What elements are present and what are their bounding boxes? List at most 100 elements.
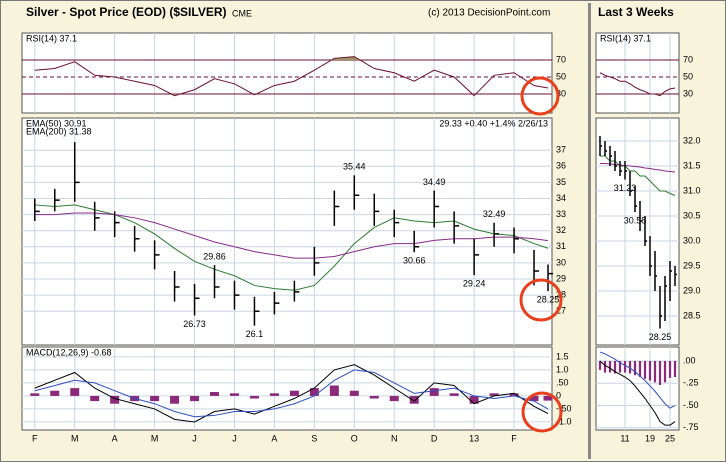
ohlc-bar xyxy=(213,265,220,299)
ohlc-bar xyxy=(353,175,360,210)
histogram-bar xyxy=(469,395,479,404)
y-tick-label: 29.0 xyxy=(683,285,701,295)
histogram-bar xyxy=(229,393,239,396)
histogram-bar xyxy=(30,393,40,396)
histogram-bar xyxy=(543,395,553,401)
y-tick-label: 31.5 xyxy=(683,160,701,170)
histogram-bar xyxy=(389,395,399,402)
histogram-bar xyxy=(489,393,499,396)
y-tick-label: -.75 xyxy=(683,422,699,432)
ohlc-bar xyxy=(614,151,617,171)
quote: 29.33 +0.40 +1.4% 2/26/13 xyxy=(439,118,548,128)
rsi-shade xyxy=(600,93,675,96)
y-tick-label: 32 xyxy=(556,225,566,235)
y-tick-label: 0 xyxy=(556,390,561,400)
ohlc-bar xyxy=(659,286,662,329)
annotation: 35.44 xyxy=(343,162,366,172)
ohlc-bar xyxy=(273,291,280,315)
histogram-bar xyxy=(598,360,602,370)
divider xyxy=(588,3,591,459)
ohlc-bar xyxy=(639,201,642,231)
y-tick-label: 1.5 xyxy=(556,351,569,361)
ohlc-bar xyxy=(644,216,647,246)
y-tick-label: 1.0 xyxy=(556,364,569,374)
x-tick-label: F xyxy=(32,433,38,443)
histogram-bar xyxy=(249,395,259,399)
panel xyxy=(21,32,553,114)
y-tick-label: 33 xyxy=(556,209,566,219)
x-tick-label: J xyxy=(192,433,197,443)
annotation: 28.25 xyxy=(537,294,560,304)
legend-label: EMA(200) 31.38 xyxy=(26,126,92,136)
y-tick-label: 29 xyxy=(556,273,566,283)
x-tick-label: 11 xyxy=(620,433,629,443)
ema-line xyxy=(34,212,549,259)
histogram-bar xyxy=(110,395,120,404)
y-tick-label: 70 xyxy=(556,54,566,64)
ohlc-bar xyxy=(674,266,677,286)
panel xyxy=(595,117,680,346)
ohlc-bar xyxy=(393,209,400,238)
ohlc-bar xyxy=(173,270,180,302)
ohlc-bar xyxy=(93,201,100,231)
y-tick-label: 31 xyxy=(556,241,566,251)
macd-line xyxy=(599,360,676,426)
y-tick-label: 30.5 xyxy=(683,210,701,220)
ohlc-bar xyxy=(233,280,240,310)
x-tick-label: M xyxy=(151,433,159,443)
histogram-bar xyxy=(529,395,539,402)
y-tick-label: .00 xyxy=(683,355,696,365)
ohlc-bar xyxy=(54,188,60,212)
macd-line xyxy=(34,364,549,423)
histogram-bar xyxy=(289,390,299,396)
rsi-shade xyxy=(331,56,361,61)
x-tick-label: A xyxy=(112,433,118,443)
histogram-bar xyxy=(429,388,439,396)
x-tick-label: O xyxy=(351,433,358,443)
ema-line xyxy=(600,163,676,173)
y-tick-label: 31.0 xyxy=(683,185,701,195)
y-tick-label: -.25 xyxy=(683,378,699,388)
ohlc-bar xyxy=(313,246,320,276)
histogram-bar xyxy=(608,360,612,373)
y-tick-label: .50 xyxy=(556,377,569,387)
ohlc-bar xyxy=(624,161,627,180)
highlight-circle xyxy=(521,391,563,433)
ohlc-bar xyxy=(604,141,607,156)
y-tick-label: -1.0 xyxy=(556,416,572,426)
ohlc-bar xyxy=(293,280,300,302)
histogram-bar xyxy=(309,388,319,396)
y-tick-label: 32.0 xyxy=(683,135,701,145)
ohlc-bar xyxy=(153,240,160,270)
annotation: 32.49 xyxy=(483,209,506,219)
y-tick-label: 50 xyxy=(683,71,693,81)
y-tick-label: 36 xyxy=(556,161,566,171)
ohlc-bar xyxy=(619,161,622,176)
histogram-bar xyxy=(603,360,607,373)
ohlc-bar xyxy=(609,146,612,166)
histogram-bar xyxy=(658,360,662,386)
ohlc-bar xyxy=(547,264,553,292)
y-tick-label: 27 xyxy=(556,306,566,316)
histogram-bar xyxy=(618,360,622,373)
annotation: 26.1 xyxy=(246,329,264,339)
rsi-line xyxy=(599,72,676,97)
panel xyxy=(595,32,680,114)
y-tick-label: 28.5 xyxy=(683,310,701,320)
highlight-circle xyxy=(519,278,563,322)
ohlc-bar xyxy=(193,283,200,316)
ohlc-bar xyxy=(533,250,540,286)
ohlc-bar xyxy=(473,238,480,276)
ohlc-bar xyxy=(373,193,380,226)
annotation: 30.58 xyxy=(624,215,647,225)
ohlc-bar xyxy=(649,236,652,276)
y-tick-label: 37 xyxy=(556,145,566,155)
histogram-bar xyxy=(638,360,642,378)
x-tick-label: D xyxy=(431,433,438,443)
ohlc-bar xyxy=(654,251,657,291)
ohlc-bar xyxy=(433,190,440,228)
histogram-bar xyxy=(633,360,637,376)
y-tick-label: 30 xyxy=(556,88,566,98)
macd-line xyxy=(599,351,676,409)
x-tick-label: S xyxy=(311,433,317,443)
